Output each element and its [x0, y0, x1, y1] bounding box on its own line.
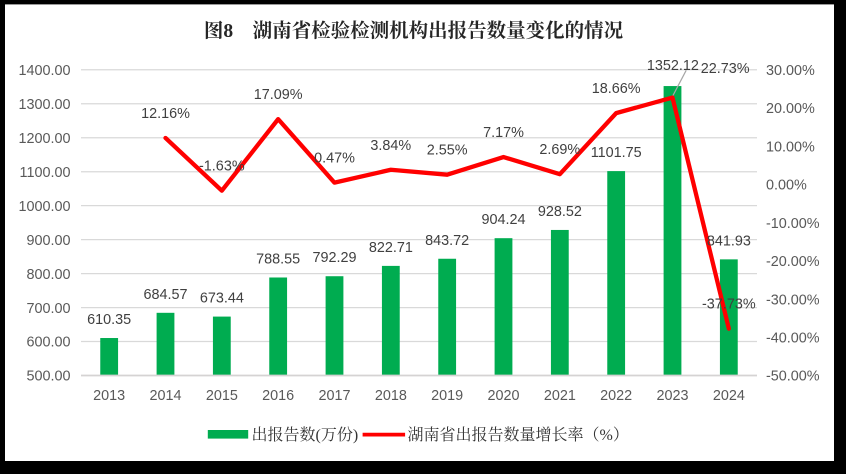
svg-text:1352.12: 1352.12 — [647, 58, 699, 74]
svg-text:湖南省出报告数量增长率（%）: 湖南省出报告数量增长率（%） — [408, 425, 629, 444]
svg-text:12.16%: 12.16% — [141, 106, 190, 122]
svg-text:2.69%: 2.69% — [539, 142, 580, 158]
svg-text:出报告数(万份): 出报告数(万份) — [252, 425, 359, 444]
svg-text:843.72: 843.72 — [425, 233, 469, 249]
svg-text:600.00: 600.00 — [26, 335, 70, 351]
svg-text:2018: 2018 — [375, 388, 407, 404]
svg-text:3.84%: 3.84% — [370, 138, 411, 154]
svg-text:2020: 2020 — [487, 388, 519, 404]
svg-text:1200.00: 1200.00 — [18, 131, 70, 147]
svg-text:22.73%: 22.73% — [701, 61, 750, 77]
svg-text:2023: 2023 — [656, 388, 688, 404]
svg-text:2017: 2017 — [318, 388, 350, 404]
svg-text:-40.00%: -40.00% — [766, 330, 820, 346]
svg-text:-50.00%: -50.00% — [766, 369, 820, 385]
svg-text:800.00: 800.00 — [26, 267, 70, 283]
svg-text:684.57: 684.57 — [143, 287, 187, 303]
svg-text:17.09%: 17.09% — [254, 87, 303, 103]
svg-text:900.00: 900.00 — [26, 233, 70, 249]
svg-text:1000.00: 1000.00 — [18, 199, 70, 215]
svg-text:1300.00: 1300.00 — [18, 97, 70, 113]
svg-text:610.35: 610.35 — [87, 312, 131, 328]
svg-text:2014: 2014 — [149, 388, 181, 404]
svg-text:2019: 2019 — [431, 388, 463, 404]
svg-text:2016: 2016 — [262, 388, 294, 404]
svg-text:0.47%: 0.47% — [314, 151, 355, 167]
svg-text:2021: 2021 — [544, 388, 576, 404]
svg-text:2.55%: 2.55% — [427, 143, 468, 159]
svg-text:673.44: 673.44 — [200, 291, 244, 307]
svg-text:-1.63%: -1.63% — [199, 159, 245, 175]
svg-text:2024: 2024 — [713, 388, 745, 404]
svg-text:904.24: 904.24 — [481, 212, 525, 228]
svg-text:1100.00: 1100.00 — [20, 165, 71, 181]
svg-text:图8 湖南省检验检测机构出报告数量变化的情况: 图8 湖南省检验检测机构出报告数量变化的情况 — [204, 19, 624, 42]
svg-text:7.17%: 7.17% — [483, 125, 524, 141]
svg-text:841.93: 841.93 — [707, 233, 751, 249]
svg-text:928.52: 928.52 — [538, 204, 582, 220]
svg-text:2015: 2015 — [206, 388, 238, 404]
svg-text:792.29: 792.29 — [312, 250, 356, 266]
svg-text:-30.00%: -30.00% — [766, 292, 820, 308]
svg-text:-10.00%: -10.00% — [766, 216, 820, 232]
svg-text:2022: 2022 — [600, 388, 632, 404]
svg-text:788.55: 788.55 — [256, 251, 300, 267]
svg-text:20.00%: 20.00% — [766, 101, 815, 117]
svg-text:-20.00%: -20.00% — [766, 254, 820, 270]
svg-text:1400.00: 1400.00 — [18, 63, 70, 79]
svg-text:10.00%: 10.00% — [766, 139, 815, 155]
svg-text:500.00: 500.00 — [26, 369, 70, 385]
svg-text:822.71: 822.71 — [369, 240, 413, 256]
svg-text:30.00%: 30.00% — [766, 63, 815, 79]
svg-text:1101.75: 1101.75 — [591, 145, 642, 161]
svg-text:2013: 2013 — [93, 388, 125, 404]
svg-text:18.66%: 18.66% — [592, 81, 641, 97]
svg-text:-37.73%: -37.73% — [702, 297, 756, 313]
svg-text:0.00%: 0.00% — [766, 178, 807, 194]
svg-text:700.00: 700.00 — [26, 301, 70, 317]
